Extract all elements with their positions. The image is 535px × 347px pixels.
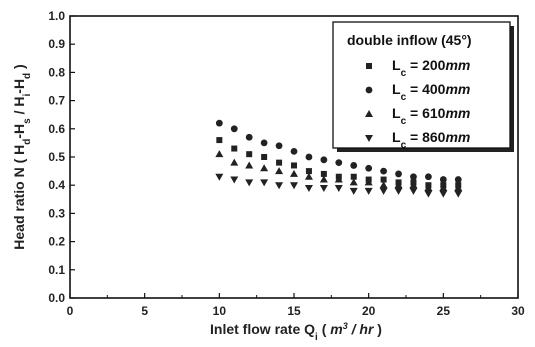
data-point-circle [290,147,298,155]
data-point-triangle-up [334,175,343,183]
y-tick-label: 0.3 [48,206,65,220]
data-point-triangle-up [454,184,463,192]
data-point-triangle-down [260,179,269,187]
data-point-square [305,168,312,175]
y-tick-label: 0.8 [48,65,65,79]
data-point-square [276,159,283,166]
data-point-circle [365,164,373,172]
data-point-triangle-down [275,182,284,190]
data-point-triangle-down [424,190,433,198]
data-point-square [231,145,238,152]
data-point-circle [439,176,447,183]
data-point-circle [275,142,283,150]
legend-marker-triangle-down [365,135,373,142]
data-point-triangle-up [364,178,373,186]
x-tick-label: 15 [287,304,301,318]
data-point-circle [425,173,432,181]
data-point-square [216,137,223,144]
x-tick-label: 25 [437,304,451,318]
legend-marker-triangle-up [365,110,373,117]
data-point-circle [380,167,387,175]
x-tick-label: 10 [213,304,227,318]
data-point-triangle-down [379,187,388,195]
data-point-triangle-down [439,190,448,198]
data-point-triangle-up [215,150,224,158]
legend-label: Lc = 610mm [392,105,470,127]
legend-marker-square [366,63,372,69]
data-point-triangle-up [230,158,239,166]
y-tick-label: 0.2 [48,235,65,249]
data-point-triangle-up [319,175,328,183]
data-point-triangle-down [230,176,239,184]
data-point-triangle-down [364,187,373,195]
data-point-circle [245,133,253,141]
x-tick-label: 20 [362,304,376,318]
data-point-square [291,162,297,169]
data-point-triangle-down [290,182,298,190]
data-point-triangle-down [319,185,328,193]
y-tick-label: 0.0 [48,291,65,305]
data-point-triangle-up [304,172,313,180]
data-point-triangle-down [304,185,313,193]
data-point-circle [215,119,223,127]
data-point-circle [395,170,402,178]
legend-label: Lc = 400mm [392,81,470,103]
data-point-square [350,173,357,180]
data-point-triangle-up [290,169,298,177]
data-point-triangle-up [349,178,358,186]
x-axis-label: Inlet flow rate Qi ( m3 / hr ) [210,321,382,343]
data-point-triangle-down [215,173,224,181]
series-circle [215,119,462,183]
y-tick-label: 0.9 [48,37,65,51]
data-point-square [246,151,253,158]
data-point-circle [260,139,268,147]
legend-label: Lc = 860mm [392,129,470,151]
legend-marker-circle [365,86,373,94]
data-point-square [380,176,387,183]
data-point-circle [350,162,358,169]
data-point-circle [230,125,238,133]
data-point-triangle-up [245,161,254,169]
legend-title: double inflow (45°) [347,32,472,48]
y-tick-label: 0.7 [48,94,65,108]
y-tick-label: 0.5 [48,150,65,164]
data-point-triangle-up [439,184,448,192]
series-triangle-down [215,173,463,198]
data-point-square [261,154,268,160]
y-tick-label: 0.6 [48,122,65,136]
y-tick-label: 0.1 [48,263,65,277]
y-tick-label: 0.4 [48,178,65,192]
y-axis-label: Head ratio N ( Hd-Hs / Hi-Hd ) [11,64,33,249]
series-triangle-up [215,150,463,192]
x-tick-label: 30 [511,304,525,318]
data-point-triangle-up [409,181,418,189]
legend-label: Lc = 200mm [392,57,470,79]
data-point-triangle-up [394,181,403,189]
data-point-circle [320,156,328,164]
points-layer [215,119,463,198]
data-point-triangle-up [275,167,284,175]
data-point-triangle-down [394,187,403,195]
data-point-triangle-down [334,185,343,193]
data-point-circle [305,153,313,161]
data-point-triangle-down [409,187,418,195]
plot-frame [69,15,519,299]
x-tick-label: 0 [67,304,74,318]
data-point-circle [335,159,343,167]
data-point-triangle-up [260,164,269,172]
data-point-triangle-down [245,179,254,187]
data-point-circle [454,176,462,183]
data-point-triangle-down [349,187,358,195]
legend-box [332,21,511,149]
y-tick-label: 1.0 [48,9,65,23]
data-point-square [320,170,327,177]
data-point-triangle-up [379,181,388,189]
data-point-triangle-down [454,190,463,198]
data-point-triangle-up [424,184,433,192]
data-point-circle [410,173,417,181]
x-tick-label: 5 [141,304,148,318]
